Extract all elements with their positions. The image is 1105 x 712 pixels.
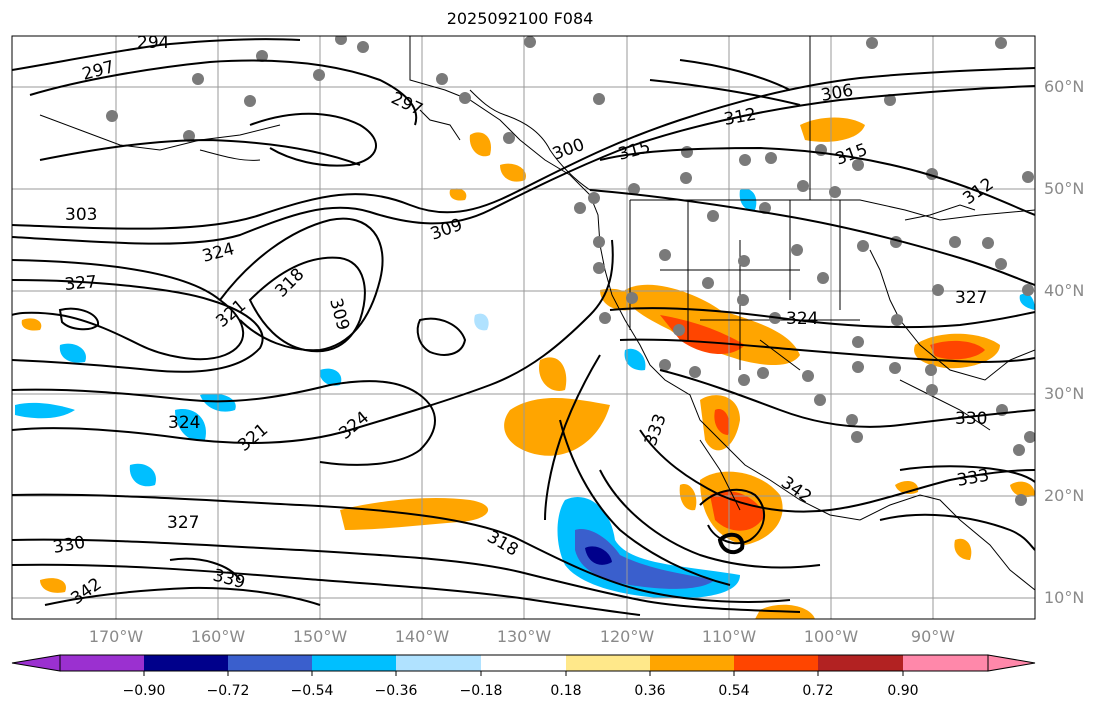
colorbar-tick-label: 0.54 xyxy=(718,683,750,699)
colorbar-tick-label: −0.90 xyxy=(122,683,166,699)
lat-lon-grid xyxy=(12,36,1035,619)
lat-label: 50°N xyxy=(1044,179,1085,198)
land-sea-outline xyxy=(199,89,591,191)
theta-contours xyxy=(12,38,1035,616)
colorbar-tick-label: −0.72 xyxy=(206,683,250,699)
map-title: 2025092100 F084 xyxy=(446,9,594,28)
contour-label: 324 xyxy=(168,413,200,433)
lon-label: 160°W xyxy=(190,627,246,646)
lon-label: 90°W xyxy=(910,627,956,646)
lon-label: 100°W xyxy=(803,627,859,646)
lon-label: 130°W xyxy=(496,627,552,646)
station-markers xyxy=(106,36,1035,506)
lon-label: 110°W xyxy=(701,627,757,646)
lon-label: 140°W xyxy=(394,627,450,646)
colorbar-tick-label: 0.90 xyxy=(887,683,919,699)
colorbar xyxy=(11,654,1036,676)
contour-label: 294 xyxy=(137,33,169,53)
colorbar-tick-label: 0.36 xyxy=(634,683,666,699)
contour-label: 327 xyxy=(167,513,199,533)
lon-label: 150°W xyxy=(292,627,348,646)
negative-anomaly-shading xyxy=(15,188,1035,599)
lon-label: 120°W xyxy=(599,627,655,646)
colorbar-tick-label: 0.72 xyxy=(802,683,834,699)
map-frame xyxy=(11,35,1036,620)
contour-label: 330 xyxy=(955,409,987,429)
lat-label: 30°N xyxy=(1044,384,1085,403)
colorbar-low-extension xyxy=(11,654,61,672)
lat-label: 10°N xyxy=(1044,588,1085,607)
colorbar-tick-label: −0.18 xyxy=(459,683,503,699)
contour-label: 303 xyxy=(65,205,97,225)
lat-label: 20°N xyxy=(1044,486,1085,505)
contour-label: 324 xyxy=(786,309,818,329)
colorbar-tick-label: 0.18 xyxy=(550,683,582,699)
colorbar-tick-label: −0.36 xyxy=(374,683,418,699)
lat-label: 40°N xyxy=(1044,281,1085,300)
lat-label: 60°N xyxy=(1044,77,1085,96)
contour-label: 327 xyxy=(955,288,987,308)
lon-label: 170°W xyxy=(88,627,144,646)
colorbar-high-extension xyxy=(987,654,1036,672)
colorbar-tick-label: −0.54 xyxy=(290,683,334,699)
contour-label: 327 xyxy=(64,272,98,295)
